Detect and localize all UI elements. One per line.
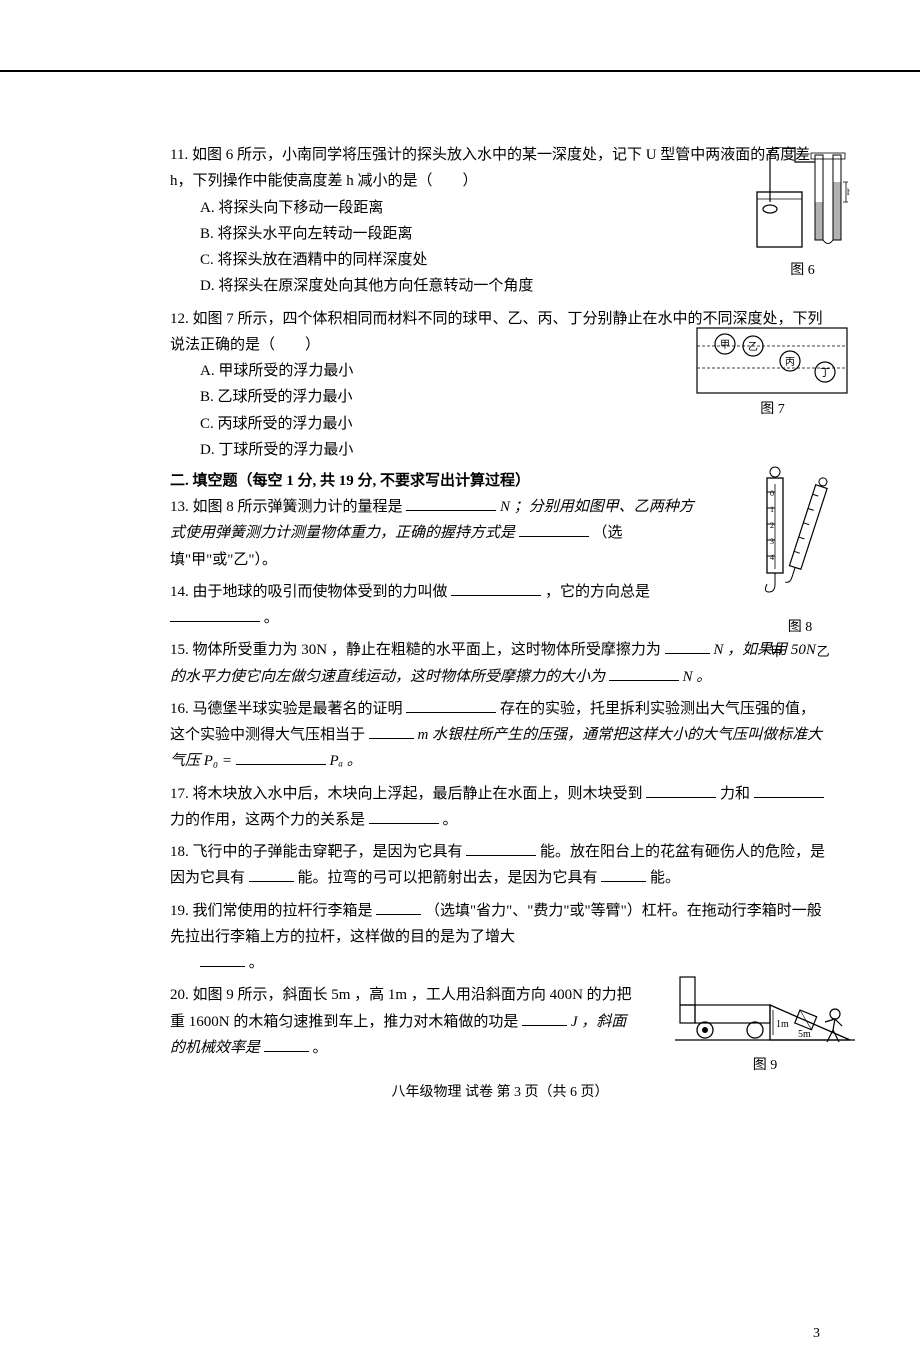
blank xyxy=(406,496,496,511)
question-11: h 图 6 11. 如图 6 所示，小南同学将压强计的探头放入水中的某一深度处，… xyxy=(170,142,830,300)
q19-text-c: 。 xyxy=(249,955,264,971)
figure-7: 甲 乙 丙 丁 图 7 xyxy=(695,326,850,423)
q18-text-d: 能。 xyxy=(650,870,680,886)
q15-number: 15. xyxy=(170,642,189,658)
blank xyxy=(522,1011,567,1026)
page-footer: 八年级物理 试卷 第 3 页（共 6 页） xyxy=(170,1081,830,1101)
blank xyxy=(236,750,326,765)
svg-text:丁: 丁 xyxy=(820,368,830,379)
blank xyxy=(601,867,646,882)
q14-text-c: 。 xyxy=(264,610,279,626)
q13-number: 13. xyxy=(170,499,189,515)
q15-text-a: 物体所受重力为 30N ，静止在粗糙的水平面上，这时物体所受摩擦力为 xyxy=(193,642,661,658)
svg-text:丙: 丙 xyxy=(785,357,795,368)
q17-text-d: 。 xyxy=(443,812,458,828)
question-19: 19. 我们常使用的拉杆行李箱是 （选填"省力"、"费力"或"等臂"）杠杆。在拖… xyxy=(170,898,830,977)
dim-1m: 1m xyxy=(776,1019,789,1030)
blank xyxy=(170,607,260,622)
blank xyxy=(369,724,414,739)
blank xyxy=(369,809,439,824)
svg-text:乙: 乙 xyxy=(748,341,758,353)
blank xyxy=(264,1037,309,1052)
section-2-header: 二. 填空题（每空 1 分, 共 19 分, 不要求写出计算过程） xyxy=(170,469,830,490)
exam-page: h 图 6 11. 如图 6 所示，小南同学将压强计的探头放入水中的某一深度处，… xyxy=(0,70,920,1141)
blank xyxy=(519,522,589,537)
question-18: 18. 飞行中的子弹能击穿靶子，是因为它具有 能。放在阳台上的花盆有砸伤人的危险… xyxy=(170,839,830,892)
dim-5m: 5m xyxy=(798,1029,811,1040)
q18-text-c: 能。拉弯的弓可以把箭射出去，是因为它具有 xyxy=(298,870,598,886)
q13-text-a: 如图 8 所示弹簧测力计的量程是 xyxy=(193,499,403,515)
q19-number: 19. xyxy=(170,903,189,919)
q14-text-a: 由于地球的吸引而使物体受到的力叫做 xyxy=(193,584,448,600)
q17-text-a: 将木块放入水中后，木块向上浮起，最后静止在水面上，则木块受到 xyxy=(193,786,643,802)
question-20: 1m 5m 图 9 20. 如图 9 所示，斜面长 5m ，高 1m ，工人用沿… xyxy=(170,982,830,1061)
figure-9: 1m 5m 图 9 xyxy=(675,972,855,1079)
blank xyxy=(406,698,496,713)
question-12: 甲 乙 丙 丁 图 7 12. 如图 7 所示，四个体积相同而材料不同的球甲、乙… xyxy=(170,306,830,464)
q20-number: 20. xyxy=(170,987,189,1003)
q12-number: 12. xyxy=(170,311,189,327)
blank xyxy=(451,581,541,596)
q11-option-a: A. 将探头向下移动一段距离 xyxy=(200,195,830,221)
svg-text:4: 4 xyxy=(770,553,774,562)
q14-text-b: ，它的方向总是 xyxy=(545,584,650,600)
q11-option-b: B. 将探头水平向左转动一段距离 xyxy=(200,221,830,247)
q15-text-c: N 。 xyxy=(683,669,712,685)
blank xyxy=(249,867,294,882)
q19-text-a: 我们常使用的拉杆行李箱是 xyxy=(193,903,373,919)
q14-number: 14. xyxy=(170,584,189,600)
blank xyxy=(665,639,710,654)
question-14: 14. 由于地球的吸引而使物体受到的力叫做 ，它的方向总是 。 xyxy=(170,579,830,632)
question-13: 0 1 2 3 4 xyxy=(170,494,830,573)
blank xyxy=(200,952,245,967)
q18-text-a: 飞行中的子弹能击穿靶子，是因为它具有 xyxy=(193,844,463,860)
blank xyxy=(609,666,679,681)
question-16: 16. 马德堡半球实验是最著名的证明 存在的实验，托里拆利实验测出大气压强的值，… xyxy=(170,696,830,775)
blank xyxy=(466,841,536,856)
svg-text:1: 1 xyxy=(770,505,774,514)
page-number: 3 xyxy=(813,1326,820,1342)
figure-7-label: 图 7 xyxy=(695,398,850,423)
q11-option-c: C. 将探头放在酒精中的同样深度处 xyxy=(200,247,830,273)
q11-number: 11. xyxy=(170,147,188,163)
figure-6-label: 图 6 xyxy=(755,259,850,284)
question-17: 17. 将木块放入水中后，木块向上浮起，最后静止在水面上，则木块受到 力和 力的… xyxy=(170,781,830,834)
q12-option-d: D. 丁球所受的浮力最小 xyxy=(200,437,830,463)
svg-text:h: h xyxy=(847,187,850,197)
figure-8: 0 1 2 3 4 xyxy=(745,464,855,663)
q18-number: 18. xyxy=(170,844,189,860)
question-15: 15. 物体所受重力为 30N ，静止在粗糙的水平面上，这时物体所受摩擦力为 N… xyxy=(170,637,830,690)
q16-number: 16. xyxy=(170,701,189,717)
blank xyxy=(646,783,716,798)
q11-text: 如图 6 所示，小南同学将压强计的探头放入水中的某一深度处，记下 U 型管中两液… xyxy=(170,147,810,189)
q17-text-c: 力的作用，这两个力的关系是 xyxy=(170,812,365,828)
figure-9-label: 图 9 xyxy=(675,1054,855,1079)
blank xyxy=(754,783,824,798)
q17-text-b: 力和 xyxy=(720,786,750,802)
svg-text:甲: 甲 xyxy=(720,340,730,351)
svg-text:3: 3 xyxy=(770,537,774,546)
q17-number: 17. xyxy=(170,786,189,802)
q20-text-c: 。 xyxy=(313,1040,328,1056)
q11-option-d: D. 将探头在原深度处向其他方向任意转动一个角度 xyxy=(200,273,830,299)
blank xyxy=(376,900,421,915)
figure-6: h 图 6 xyxy=(755,147,850,284)
q16-text-a: 马德堡半球实验是最著名的证明 xyxy=(193,701,403,717)
svg-text:0: 0 xyxy=(770,489,774,498)
svg-text:2: 2 xyxy=(770,521,774,530)
q16-text-d: Pₐ 。 xyxy=(330,753,362,769)
